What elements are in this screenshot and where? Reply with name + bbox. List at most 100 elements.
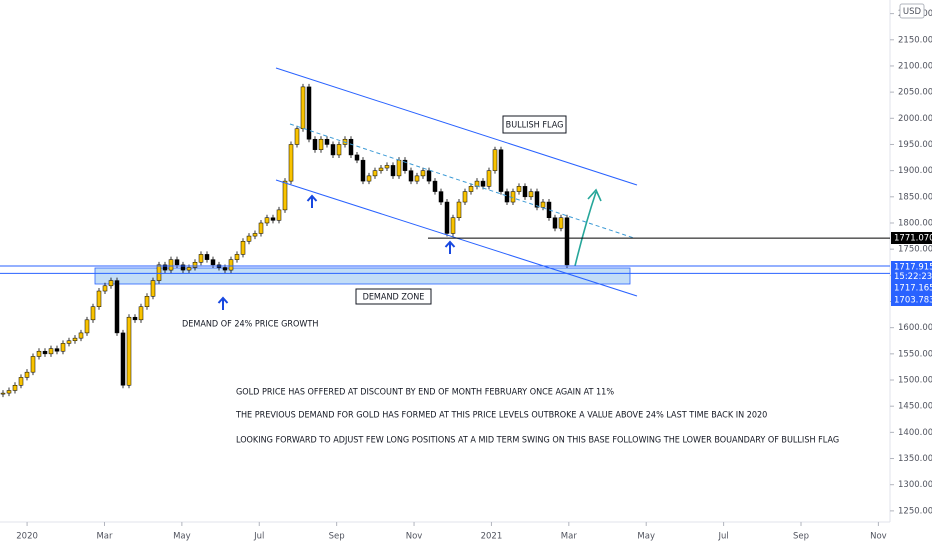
candle: [192, 261, 198, 268]
candle: [144, 296, 150, 307]
y-tick-label: 1900.00: [898, 166, 932, 176]
x-tick-label: 2021: [481, 532, 503, 542]
candle: [504, 191, 510, 203]
candle: [384, 165, 390, 169]
channel-mid: [289, 123, 635, 239]
candle: [0, 392, 6, 395]
candle: [516, 186, 522, 192]
x-tick-label: Sep: [329, 532, 345, 542]
target-arrow: [574, 191, 597, 267]
candle: [426, 170, 432, 182]
candle: [198, 254, 204, 263]
price-tag: [891, 232, 932, 244]
candle: [402, 159, 408, 171]
candle: [498, 149, 504, 192]
candle: [18, 377, 24, 386]
candle: [420, 170, 426, 177]
candle: [318, 138, 324, 150]
y-tick-label: 2100.00: [898, 61, 932, 71]
candle: [258, 222, 264, 234]
candle: [150, 280, 156, 297]
channel-upper: [275, 67, 638, 186]
candle: [54, 348, 60, 352]
candle: [354, 154, 360, 161]
candle: [288, 144, 294, 182]
y-tick-label: 1400.00: [898, 428, 932, 438]
countdown: 15:22:23: [894, 272, 932, 282]
target-arrow-head: [587, 188, 602, 202]
candle: [126, 316, 132, 386]
candle: [246, 235, 252, 242]
candle: [294, 128, 300, 145]
candle: [96, 290, 102, 307]
candle: [300, 86, 306, 130]
candle: [108, 280, 114, 287]
candle: [366, 175, 372, 182]
y-tick-label: 2150.00: [898, 35, 932, 45]
candle: [462, 191, 468, 203]
price-tag-label: 1717.915: [894, 263, 932, 273]
candle: [6, 390, 12, 394]
y-tick-label: 2050.00: [898, 88, 932, 98]
candle: [330, 144, 336, 156]
candle: [450, 217, 456, 234]
candle: [24, 371, 30, 378]
y-tick-label: 1350.00: [898, 454, 932, 464]
candle: [204, 254, 210, 260]
x-tick-label: Jul: [253, 532, 264, 542]
candle: [408, 170, 414, 182]
candle: [540, 201, 546, 208]
growth-label: DEMAND OF 24% PRICE GROWTH: [182, 320, 318, 330]
candle: [138, 306, 144, 321]
candle: [264, 217, 270, 224]
candle: [348, 138, 354, 156]
candle: [222, 267, 228, 271]
x-tick-label: Mar: [561, 532, 578, 542]
candle: [282, 180, 288, 211]
candle: [12, 385, 18, 391]
candle: [72, 337, 78, 342]
candle: [432, 180, 438, 192]
candle: [132, 316, 138, 321]
candle: [528, 191, 534, 198]
candle: [372, 170, 378, 177]
zone-label: DEMAND ZONE: [363, 293, 425, 303]
y-tick-label: 1550.00: [898, 349, 932, 359]
bid-label: 1717.165: [894, 284, 932, 294]
y-tick-label: 1500.00: [898, 376, 932, 386]
y-tick-label: 1450.00: [898, 402, 932, 412]
x-tick-label: Sep: [793, 532, 809, 542]
candle: [270, 217, 276, 221]
y-tick-label: 1850.00: [898, 192, 932, 202]
candle: [276, 209, 282, 221]
candle: [60, 343, 66, 352]
candle: [414, 175, 420, 182]
candle: [84, 319, 90, 334]
price-tag: [891, 294, 932, 306]
candle: [438, 191, 444, 203]
candle: [522, 186, 528, 198]
y-tick-label: 1800.00: [898, 218, 932, 228]
flag-label-box: [502, 115, 567, 134]
candle: [252, 233, 258, 237]
up-arrows: [217, 194, 456, 310]
note: THE PREVIOUS DEMAND FOR GOLD HAS FORMED …: [235, 411, 767, 421]
candle: [378, 167, 384, 171]
price-tag: [891, 261, 932, 273]
candle: [564, 217, 570, 266]
candle: [444, 201, 450, 234]
candle: [180, 264, 186, 271]
x-tick-label: Mar: [96, 532, 113, 542]
candle: [480, 180, 486, 187]
candle: [240, 241, 246, 255]
x-tick-label: Jul: [717, 532, 728, 542]
candle: [48, 348, 54, 355]
x-tick-label: 2020: [16, 532, 38, 542]
y-tick-label: 1600.00: [898, 323, 932, 333]
candle: [534, 191, 540, 208]
x-tick-label: May: [173, 532, 191, 542]
candle: [324, 138, 330, 145]
candles: [0, 83, 570, 398]
candle: [468, 186, 474, 192]
